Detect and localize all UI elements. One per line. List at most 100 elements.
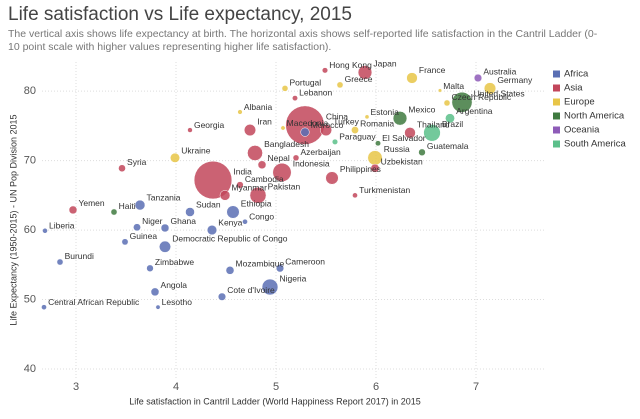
point [146,264,154,272]
y-axis-label: Life Expectancy (1950-2015) - UN Pop Div… [8,114,18,325]
point-label: Argentina [456,106,493,116]
point [351,126,359,134]
point [375,140,381,147]
point-label: Liberia [49,220,75,230]
point [392,111,408,126]
y-tick-label: 80 [24,85,36,97]
point-label: Australia [483,66,516,76]
point-label: China [326,111,348,121]
point [292,154,300,162]
point-label: Germany [497,75,533,85]
point [364,114,370,120]
point-label: Morocco [311,120,344,130]
point [185,207,195,217]
point [331,138,339,145]
point [321,67,329,74]
x-tick-label: 7 [473,381,479,393]
chart-subtitle: The vertical axis shows life expectancy … [8,28,598,53]
point [56,258,64,266]
point-label: Romania [360,119,394,129]
point [275,264,285,273]
point [170,152,180,163]
y-tick-label: 50 [24,293,36,305]
point-label: Paraguay [339,131,376,141]
point [406,72,418,84]
point-label: Greece [345,74,373,84]
point-label: Mexico [408,105,435,115]
point-label: Haiti [119,201,136,211]
point [225,266,235,275]
point-label: United States [474,89,525,99]
legend-swatch [553,126,560,134]
point-label: Congo [249,211,274,221]
point [206,225,218,236]
y-tick-label: 60 [24,224,36,236]
legend-label: Europe [564,97,595,108]
point [336,81,344,89]
point-label: Ethiopia [241,198,272,208]
point-label: El Salvador [382,133,426,143]
legend-label: Africa [564,69,589,80]
point [423,124,441,142]
point-label: Turkey [333,117,359,127]
point [451,91,473,113]
point [483,82,497,95]
legend-label: South America [564,139,626,150]
point-label: Malta [443,81,464,91]
point-label: Hong Kong [329,60,372,70]
point-label: Russia [384,144,410,154]
point-label: Mozambique [236,259,285,269]
y-tick-label: 70 [24,155,36,167]
point-label: Niger [142,216,162,226]
point-label: Cameroon [285,257,325,267]
point [159,240,171,253]
point [242,218,248,225]
point [292,95,298,102]
point-label: Ukraine [181,145,211,155]
point [443,99,451,107]
point-label: Portugal [290,78,322,88]
point-label: Nigeria [279,273,306,283]
point-label: Azerbaijan [301,147,341,157]
point [272,162,292,182]
point-label: Turkmenistan [359,185,410,195]
point [193,160,233,200]
point-label: Ghana [170,216,196,226]
legend-swatch [553,98,560,106]
chart-title: Life satisfaction vs Life expectancy, 20… [8,4,352,25]
point-label: Democratic Republic of Congo [172,233,288,243]
point [445,113,455,124]
point-label: Macedonia [287,118,329,128]
point [249,186,267,204]
point-label: India [233,166,252,176]
point [281,85,289,92]
point-label: Brazil [442,119,463,129]
legend-swatch [553,84,560,92]
point-label: Iran [257,117,272,127]
point-label: Yemen [78,198,104,208]
point-label: France [419,65,446,75]
point [352,192,358,199]
point [300,127,310,137]
point [437,88,443,93]
x-tick-label: 5 [273,381,279,393]
legend-swatch [553,112,560,120]
legend-label: North America [564,111,625,122]
point [187,127,193,133]
y-tick-label: 40 [24,363,36,375]
point-label: Angola [161,280,188,290]
point-label: Tanzania [146,192,180,202]
x-tick-label: 6 [373,381,379,393]
point-label: Sudan [196,200,221,210]
legend-label: Asia [564,83,583,94]
point [236,181,244,189]
point-label: Myanmar [231,183,267,193]
point [133,223,141,232]
point [219,190,231,201]
point [473,73,483,83]
point-label: Bangladesh [264,139,309,149]
point-label: Guinea [130,231,158,241]
point-label: Central African Republic [48,297,140,307]
